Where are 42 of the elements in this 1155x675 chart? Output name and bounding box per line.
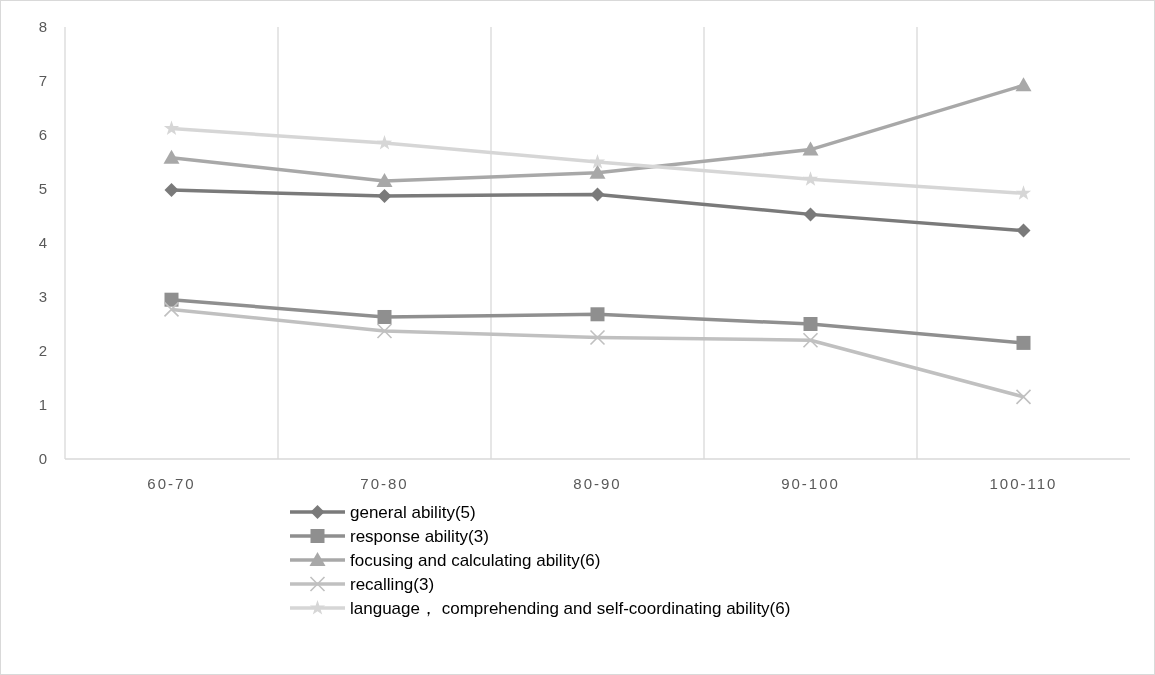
point [376, 323, 393, 339]
y-tick-label: 5 [38, 180, 48, 197]
point [1015, 77, 1032, 92]
point [590, 187, 605, 202]
point [802, 141, 819, 156]
point [1015, 185, 1032, 200]
point [802, 171, 819, 186]
point [589, 154, 606, 169]
y-tick-label: 8 [38, 18, 48, 35]
point [377, 309, 392, 324]
point [590, 307, 605, 322]
x-tick-label: 80-90 [573, 475, 622, 492]
y-tick-label: 6 [38, 126, 48, 143]
legend-label: focusing and calculating ability(6) [350, 551, 601, 570]
y-tick-label: 0 [38, 450, 48, 467]
point [377, 189, 392, 204]
point [163, 149, 180, 164]
point [589, 329, 606, 346]
y-tick-label: 4 [38, 234, 48, 251]
point [589, 164, 606, 179]
point [1015, 389, 1032, 405]
point [164, 183, 179, 198]
y-tick-label: 7 [38, 72, 48, 89]
point [803, 317, 818, 331]
x-tick-label: 90-100 [781, 475, 840, 492]
point [802, 332, 819, 348]
legend-label: response ability(3) [350, 527, 489, 546]
y-tick-label: 2 [38, 342, 48, 359]
point [376, 135, 393, 150]
x-tick-label: 70-80 [360, 475, 409, 492]
point [803, 207, 818, 222]
legend-label: recalling(3) [350, 575, 435, 594]
y-tick-label: 1 [38, 396, 48, 413]
point [1016, 335, 1031, 350]
legend-label: general ability(5) [350, 503, 476, 522]
y-tick-label: 3 [38, 288, 48, 305]
point [376, 172, 393, 187]
point [163, 301, 180, 318]
x-tick-label: 100-110 [989, 475, 1058, 492]
x-tick-label: 60-70 [147, 475, 196, 492]
point [1016, 223, 1031, 238]
point [163, 120, 180, 135]
